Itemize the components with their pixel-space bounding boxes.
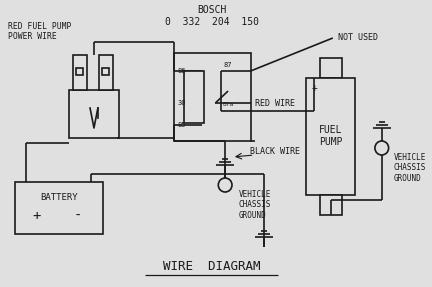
Bar [76, 68, 83, 75]
Bar [320, 195, 342, 215]
Text: 86: 86 [177, 68, 186, 74]
Text: VEHICLE
CHASSIS
GROUND: VEHICLE CHASSIS GROUND [239, 190, 271, 220]
Bar [99, 55, 113, 90]
Bar [102, 68, 109, 75]
Bar [69, 90, 119, 138]
Text: 87: 87 [223, 62, 232, 68]
Bar [306, 78, 356, 195]
Text: RED FUEL PUMP
POWER WIRE: RED FUEL PUMP POWER WIRE [8, 22, 71, 41]
Text: RED WIRE: RED WIRE [255, 98, 295, 108]
Bar [73, 55, 87, 90]
Circle shape [375, 141, 389, 155]
Text: BOSCH: BOSCH [198, 5, 227, 15]
Text: NOT USED: NOT USED [338, 34, 378, 42]
Bar [15, 182, 103, 234]
Text: 85: 85 [177, 122, 186, 128]
Text: WIRE  DIAGRAM: WIRE DIAGRAM [163, 260, 260, 273]
Circle shape [218, 178, 232, 192]
Text: BATTERY: BATTERY [40, 193, 78, 203]
Text: -: - [74, 209, 83, 223]
Text: +: + [311, 83, 317, 93]
Bar [184, 71, 203, 123]
Text: 0  332  204  150: 0 332 204 150 [165, 17, 260, 27]
Text: BLACK WIRE: BLACK WIRE [250, 148, 300, 156]
Text: 30: 30 [177, 100, 186, 106]
Text: +: + [32, 209, 41, 223]
Bar [174, 53, 251, 141]
Text: FUEL
PUMP: FUEL PUMP [319, 125, 343, 147]
Bar [320, 58, 342, 78]
Text: 87a: 87a [222, 102, 233, 106]
Text: VEHICLE
CHASSIS
GROUND: VEHICLE CHASSIS GROUND [394, 153, 426, 183]
